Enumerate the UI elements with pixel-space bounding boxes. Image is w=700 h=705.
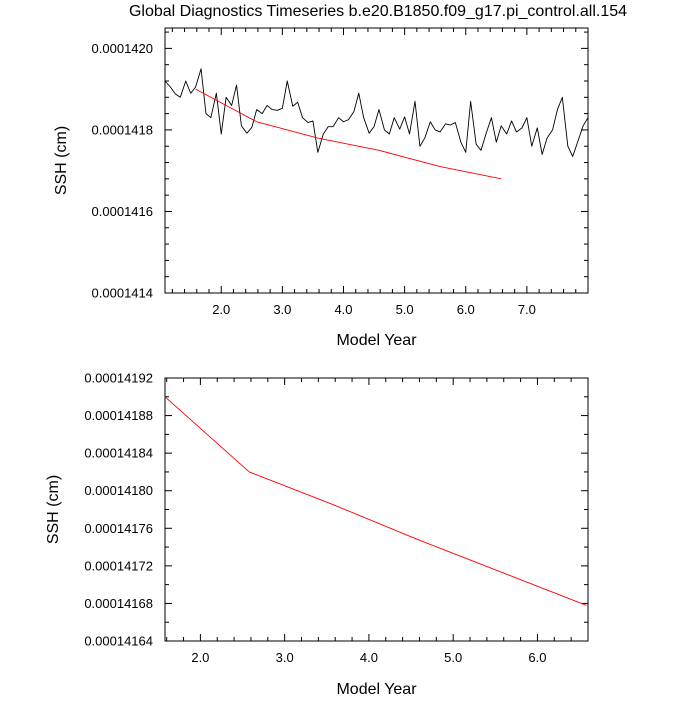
y-axis-label: SSH (cm) — [53, 126, 70, 195]
chart-panel-2: 0.00014164 0.00014168 0.00014172 0.00014176… — [45, 371, 589, 698]
x-tick-label: 3.0 — [276, 650, 294, 665]
x-tick-label: 4.0 — [334, 302, 352, 317]
y-tick-label: 0.0001414 — [92, 286, 153, 301]
chart-panel-1: 0.0001414 0.0001416 0.0001418 0.0001420 2.0 3… — [53, 27, 589, 349]
y-tick-label: 0.00014168 — [84, 596, 153, 611]
x-tick-label: 5.0 — [444, 650, 462, 665]
x-axis-label: Model Year — [336, 332, 417, 349]
x-tick-label: 5.0 — [396, 302, 414, 317]
y-axis-label: SSH (cm) — [45, 475, 62, 544]
x-tick-label: 7.0 — [518, 302, 536, 317]
x-axis-label: Model Year — [336, 681, 417, 698]
y-tick-label: 0.00014184 — [84, 446, 153, 461]
series-line-1 — [164, 396, 587, 606]
y-tick-label: 0.0001420 — [92, 41, 153, 56]
y-tick-label: 0.00014180 — [84, 483, 153, 498]
x-tick-label: 2.0 — [212, 302, 230, 317]
x-tick-label: 4.0 — [360, 650, 378, 665]
y-tick-label: 0.0001416 — [92, 204, 153, 219]
x-tick-label: 6.0 — [457, 302, 475, 317]
figure-title: Global Diagnostics Timeseries b.e20.B185… — [129, 3, 627, 20]
y-tick-label: 0.00014172 — [84, 558, 153, 573]
series-line-1 — [164, 68, 589, 157]
plot-border — [164, 377, 589, 642]
y-tick-label: 0.00014176 — [84, 521, 153, 536]
y-tick-label: 0.00014192 — [84, 371, 153, 386]
y-tick-label: 0.00014164 — [84, 634, 153, 649]
x-tick-label: 2.0 — [191, 650, 209, 665]
y-tick-label: 0.00014188 — [84, 408, 153, 423]
series-line-2 — [195, 88, 502, 180]
x-tick-label: 6.0 — [528, 650, 546, 665]
plot-border — [164, 27, 589, 294]
y-tick-label: 0.0001418 — [92, 122, 153, 137]
x-tick-label: 3.0 — [273, 302, 291, 317]
